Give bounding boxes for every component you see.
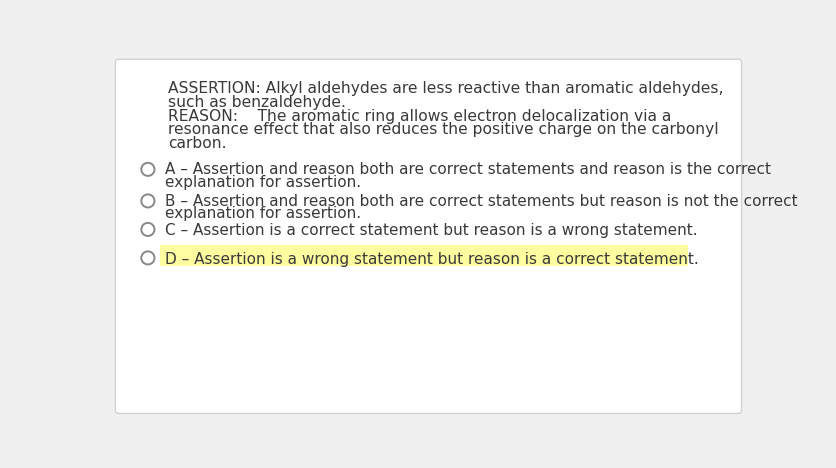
Text: D – Assertion is a wrong statement but reason is a correct statement.: D – Assertion is a wrong statement but r… — [165, 252, 699, 267]
Text: explanation for assertion.: explanation for assertion. — [165, 175, 361, 190]
Text: B – Assertion and reason both are correct statements but reason is not the corre: B – Assertion and reason both are correc… — [165, 194, 798, 209]
Text: REASON:    The aromatic ring allows electron delocalization via a: REASON: The aromatic ring allows electro… — [168, 109, 671, 124]
Text: such as benzaldehyde.: such as benzaldehyde. — [168, 95, 346, 110]
FancyBboxPatch shape — [160, 245, 688, 266]
Text: explanation for assertion.: explanation for assertion. — [165, 206, 361, 221]
Text: C – Assertion is a correct statement but reason is a wrong statement.: C – Assertion is a correct statement but… — [165, 223, 697, 238]
Text: A – Assertion and reason both are correct statements and reason is the correct: A – Assertion and reason both are correc… — [165, 162, 771, 177]
Text: ASSERTION: Alkyl aldehydes are less reactive than aromatic aldehydes,: ASSERTION: Alkyl aldehydes are less reac… — [168, 81, 723, 96]
Text: carbon.: carbon. — [168, 136, 227, 151]
FancyBboxPatch shape — [115, 59, 742, 413]
Text: resonance effect that also reduces the positive charge on the carbonyl: resonance effect that also reduces the p… — [168, 122, 719, 138]
